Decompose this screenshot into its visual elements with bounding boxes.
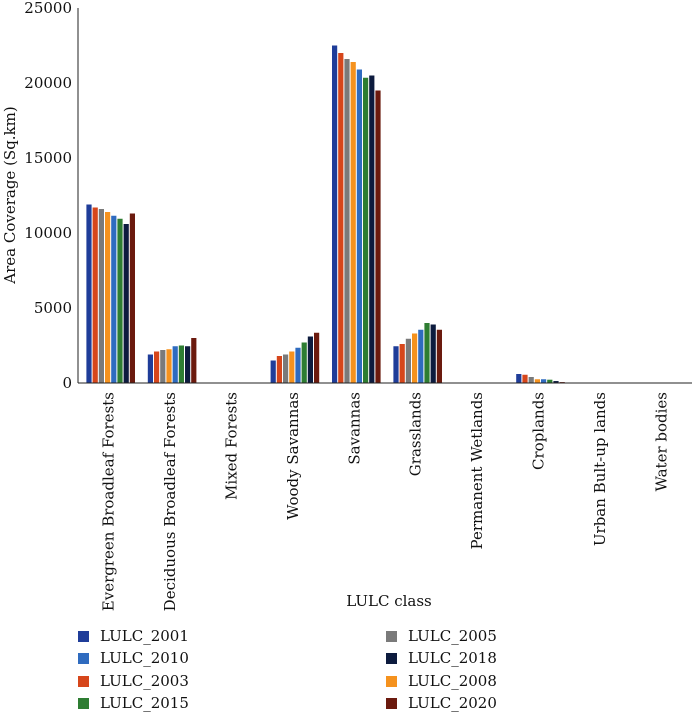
bar <box>369 75 375 383</box>
legend-swatch <box>386 698 397 709</box>
bar <box>111 215 117 383</box>
bar <box>276 356 282 383</box>
x-tick-label: Evergreen Broadleaf Forests <box>100 392 118 611</box>
legend-swatch <box>78 698 89 709</box>
legend-label: LULC_2001 <box>100 627 189 645</box>
bar <box>553 381 559 383</box>
bar <box>307 336 313 383</box>
bar <box>185 346 191 383</box>
legend-swatch <box>386 653 397 664</box>
legend-swatch <box>78 653 89 664</box>
bar <box>147 354 153 383</box>
legend-swatch <box>78 631 89 642</box>
bar <box>270 360 276 383</box>
bar <box>117 218 123 383</box>
bar <box>430 324 436 383</box>
y-tick-label: 0 <box>62 374 72 392</box>
legend-swatch <box>386 631 397 642</box>
x-tick-label: Deciduous Broadleaf Forests <box>161 392 179 611</box>
x-tick-label: Woody Savannas <box>284 392 302 520</box>
legend-label: LULC_2003 <box>100 672 189 690</box>
bar <box>393 346 399 383</box>
bar <box>172 346 178 383</box>
bar <box>338 53 344 383</box>
bar <box>412 333 418 383</box>
bar <box>178 345 184 383</box>
legend-label: LULC_2015 <box>100 694 189 712</box>
bar <box>541 379 547 383</box>
bar <box>418 329 424 383</box>
bar <box>123 224 129 383</box>
bar <box>399 344 405 383</box>
bar <box>314 332 320 383</box>
legend-label: LULC_2008 <box>408 672 497 690</box>
legend-label: LULC_2018 <box>408 649 497 667</box>
bar <box>534 379 540 383</box>
bar <box>129 213 135 383</box>
bar <box>522 374 528 383</box>
y-tick-label: 10000 <box>24 224 72 242</box>
legend-swatch <box>78 676 89 687</box>
x-tick-labels: Evergreen Broadleaf Forests Deciduous Bro… <box>100 392 671 611</box>
y-tick-label: 20000 <box>24 74 72 92</box>
bar <box>154 351 160 383</box>
y-tick-label: 5000 <box>34 299 72 317</box>
bar <box>86 204 92 383</box>
bar <box>301 342 307 383</box>
bar <box>547 379 553 383</box>
x-tick-label: Water bodies <box>652 392 670 492</box>
x-tick-label: Croplands <box>530 392 548 470</box>
bar <box>191 338 197 383</box>
x-tick-label: Permanent Wetlands <box>468 392 486 549</box>
bar <box>350 62 356 383</box>
bar <box>105 212 111 383</box>
bar <box>528 377 534 383</box>
bar <box>160 350 166 383</box>
legend: LULC_2001 LULC_2010 LULC_2003 LULC_2015 LULC… <box>78 627 497 712</box>
bar <box>363 77 369 383</box>
bar <box>295 347 301 383</box>
bar <box>436 329 442 383</box>
bar <box>332 45 338 383</box>
x-tick-label: Grasslands <box>407 392 425 476</box>
bar <box>356 69 362 383</box>
x-axis-label: LULC class <box>346 592 432 610</box>
y-axis-label: Area Coverage (Sq.km) <box>1 106 19 284</box>
bar <box>424 323 430 383</box>
bar <box>516 374 522 383</box>
x-tick-label: Mixed Forests <box>223 392 241 500</box>
legend-label: LULC_2020 <box>408 694 497 712</box>
x-tick-label: Urban Bult-up lands <box>591 392 609 546</box>
bar <box>344 59 350 383</box>
y-tick-label: 15000 <box>24 149 72 167</box>
y-tick-labels: 0 5000 10000 15000 20000 25000 <box>24 0 72 392</box>
x-tick-label: Savannas <box>345 392 363 465</box>
legend-swatch <box>386 676 397 687</box>
bar <box>98 209 104 383</box>
bar <box>166 349 172 383</box>
bars <box>86 45 565 383</box>
bar <box>375 90 381 383</box>
legend-label: LULC_2005 <box>408 627 497 645</box>
bar <box>289 351 295 383</box>
y-tick-label: 25000 <box>24 0 72 17</box>
bar <box>283 354 289 383</box>
legend-label: LULC_2010 <box>100 649 189 667</box>
bar <box>92 207 98 383</box>
bar <box>405 338 411 383</box>
